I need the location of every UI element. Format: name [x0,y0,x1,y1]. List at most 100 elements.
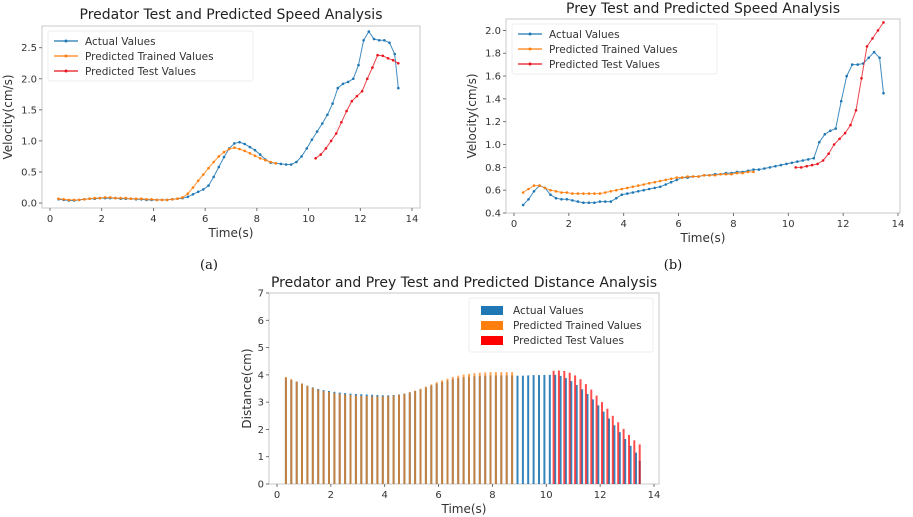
data-point-test [314,157,317,160]
bar-trained [295,381,298,484]
legend-marker-trained [64,54,68,58]
data-point-test [334,132,338,135]
data-point-actual [872,50,876,54]
data-point-actual [367,30,371,33]
legend-swatch-trained [481,321,503,330]
bar-trained [387,396,390,484]
data-point-actual [653,186,656,190]
data-point-actual [604,200,607,203]
data-point-trained [532,184,536,187]
data-point-trained [217,155,221,158]
data-point-trained [186,192,190,195]
data-point-actual [882,91,885,95]
data-point-trained [248,152,252,155]
data-point-trained [124,196,128,200]
data-point-actual [582,201,585,204]
data-point-trained [554,190,558,193]
data-point-trained [735,171,739,175]
y-tick-label: 1.6 [485,72,501,83]
bar-series-test [552,370,641,484]
data-point-trained [62,198,65,201]
data-point-trained [686,175,689,178]
legend-label-actual: Actual Values [85,36,156,48]
data-point-trained [243,149,246,153]
data-point-trained [160,198,164,202]
legend-marker-actual [528,32,532,36]
y-tick-label: 5 [258,343,264,354]
x-tick-label: 12 [837,219,850,230]
data-point-actual [253,148,257,152]
x-tick-label: 8 [730,219,736,230]
data-point-test [329,139,333,143]
data-point-actual [196,190,200,194]
data-point-actual [397,86,400,90]
data-point-actual [823,133,827,136]
bar-trained [500,372,503,484]
bar-trained [424,386,427,484]
data-point-actual [818,140,821,144]
bar-trained [328,392,330,484]
x-tick-label: 10 [302,214,315,225]
y-tick-label: 1.8 [485,49,501,60]
data-point-trained [587,192,591,195]
data-point-test [865,45,869,48]
data-point-test [360,89,364,93]
data-point-trained [129,197,133,200]
x-tick-label: 10 [782,219,795,230]
data-point-trained [114,196,117,200]
data-point-actual [576,200,580,203]
data-point-actual [664,183,667,186]
legend: Actual Values Predicted Trained Values Pre… [47,30,254,82]
x-tick-label: 6 [675,219,681,230]
x-tick-label: 2 [566,219,572,230]
data-point-actual [549,193,552,196]
data-point-test [345,109,348,113]
data-point-actual [243,142,246,146]
data-point-trained [191,186,195,189]
data-point-test [832,143,836,146]
data-point-trained [675,176,678,179]
data-point-trained [746,170,750,174]
data-point-trained [67,198,71,202]
data-point-actual [774,164,777,168]
data-point-actual [284,163,288,166]
data-point-actual [315,130,319,133]
data-point-trained [631,185,635,189]
data-point-test [340,121,343,124]
y-tick-label: 1.0 [485,140,501,151]
data-point-trained [642,183,645,186]
data-point-actual [238,140,241,144]
y-tick-label: 3 [258,398,264,409]
data-point-trained [155,198,159,202]
bar-actual [538,375,540,484]
data-point-actual [829,129,832,133]
data-point-actual [388,41,391,45]
bar-test [552,370,555,484]
data-point-test [391,58,395,62]
chart-title: Predator Test and Predicted Speed Analys… [80,7,383,23]
y-tick-label: 0.5 [21,167,37,178]
bar-actual [602,411,605,484]
x-tick-label: 6 [435,490,441,501]
bar-trained [338,394,341,484]
x-tick-label: 8 [489,490,495,501]
data-point-actual [812,156,816,160]
data-point-trained [527,187,530,191]
data-point-trained [269,160,272,164]
bar-test [606,408,609,484]
data-point-actual [637,190,640,193]
bar-test [611,415,614,484]
data-point-trained [538,184,541,187]
data-point-trained [664,178,667,182]
data-point-trained [691,175,695,178]
data-point-actual [796,160,799,163]
bar-test [579,379,582,484]
bar-trained [349,395,352,484]
bar-actual [591,399,594,484]
x-axis-label: Time(s) [441,502,487,516]
data-point-actual [222,155,226,159]
data-point-trained [274,162,278,165]
legend-box [511,23,718,75]
data-point-trained [119,196,122,200]
